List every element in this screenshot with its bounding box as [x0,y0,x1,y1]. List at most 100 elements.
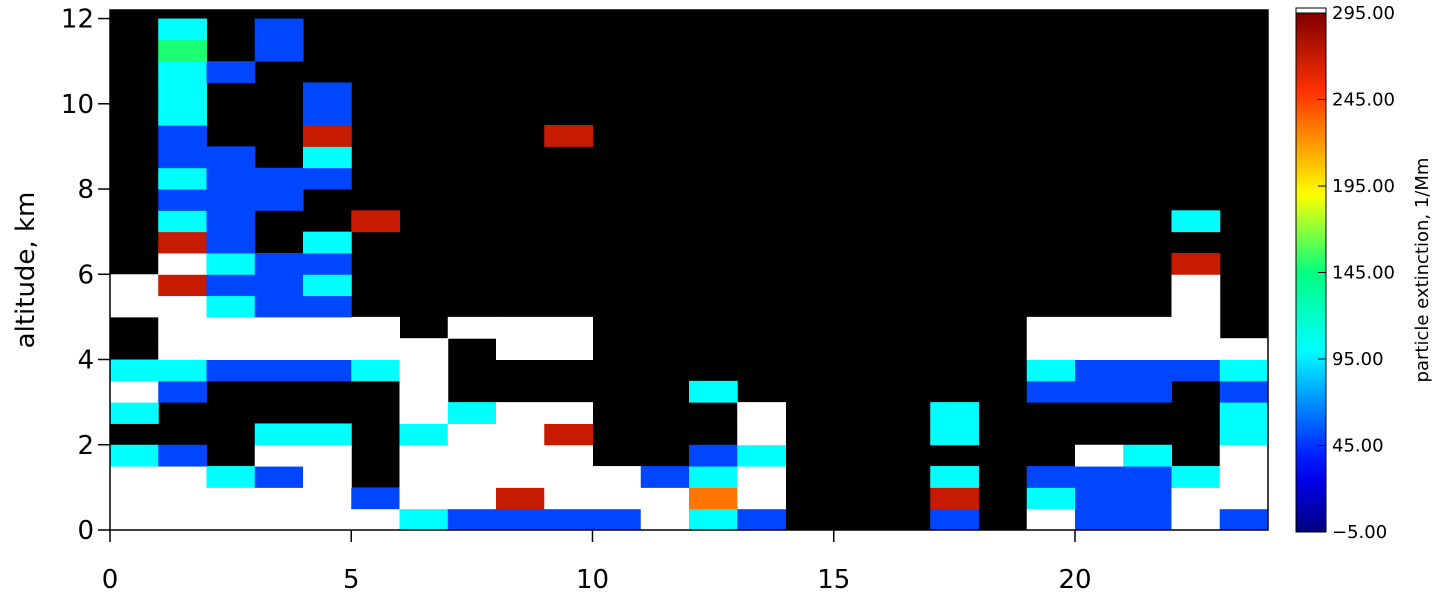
cell [1171,252,1221,275]
cell [1123,338,1172,361]
colorbar-tick-label: −5.00 [1332,522,1387,543]
cell [496,423,545,446]
cell [544,466,593,488]
cell [303,466,352,488]
cell [254,444,304,467]
cell [254,252,304,275]
cell [1075,359,1124,382]
cell [110,508,159,531]
cell [447,466,497,488]
cell [496,338,545,361]
y-tick-label: 2 [77,431,94,461]
cell [737,402,786,424]
cell [1026,487,1076,510]
cell [1123,444,1172,467]
cell [351,210,400,233]
cell [206,167,256,190]
cell [303,146,352,169]
cell [689,466,738,488]
cell [496,402,545,424]
cell [640,466,690,488]
cell [206,189,256,211]
cell [158,466,207,488]
cell [737,487,786,510]
cell [1026,359,1076,382]
cell [303,444,352,467]
cell [1219,423,1269,446]
cell [1219,402,1269,424]
cell [158,189,207,211]
cell [1075,466,1124,488]
colorbar-tick-label: 295.00 [1332,3,1395,24]
cell [254,423,304,446]
cell [930,487,979,510]
cell [158,444,207,467]
x-tick-label: 10 [576,565,609,595]
cell [158,103,207,126]
cell [254,487,304,510]
cell [110,274,159,297]
cell [399,359,449,382]
cell [1171,487,1221,510]
cell [1075,338,1124,361]
cell [206,274,256,297]
cell [158,61,207,83]
cell [158,252,207,275]
cell [303,231,352,254]
cell [1219,380,1269,403]
cell [1075,508,1124,531]
cell [158,274,207,297]
cell [496,508,545,531]
cell [1075,316,1124,339]
cell [496,444,545,467]
cell [303,274,352,297]
heatmap-cells [110,18,1269,531]
cell [158,316,207,339]
x-tick-label: 20 [1058,565,1091,595]
cell [689,487,738,510]
cell [254,18,304,41]
cell [206,359,256,382]
cell [303,359,352,382]
cell [158,508,207,531]
cell [1171,359,1221,382]
cell [158,295,207,318]
cell [1123,316,1172,339]
cell [1171,338,1221,361]
cell [737,466,786,488]
cell [1171,316,1221,339]
cell [689,380,738,403]
cell [544,316,593,339]
cell [544,402,593,424]
cell [158,359,207,382]
cell [1026,380,1076,403]
cell [303,338,352,361]
cell [544,125,593,147]
cell [399,508,449,531]
cell [592,508,642,531]
cell [640,487,690,510]
cell [399,380,449,403]
cell [399,423,449,446]
cell [206,487,256,510]
cell [1171,210,1221,233]
cell [303,508,352,531]
colorbar-tick-label: 245.00 [1332,90,1395,111]
y-axis-label: altitude, km [11,192,41,349]
plot-frame [109,9,1269,531]
cell [254,295,304,318]
cell [110,444,159,467]
y-tick-label: 6 [77,260,94,290]
cell [447,402,497,424]
cell [158,39,207,62]
cell [110,359,159,382]
cell [351,508,400,531]
cell [592,487,642,510]
cell [1171,274,1221,297]
cell [447,508,497,531]
cell [110,295,159,318]
cell [1026,316,1076,339]
cell [1026,508,1076,531]
y-tick-label: 10 [61,90,94,120]
